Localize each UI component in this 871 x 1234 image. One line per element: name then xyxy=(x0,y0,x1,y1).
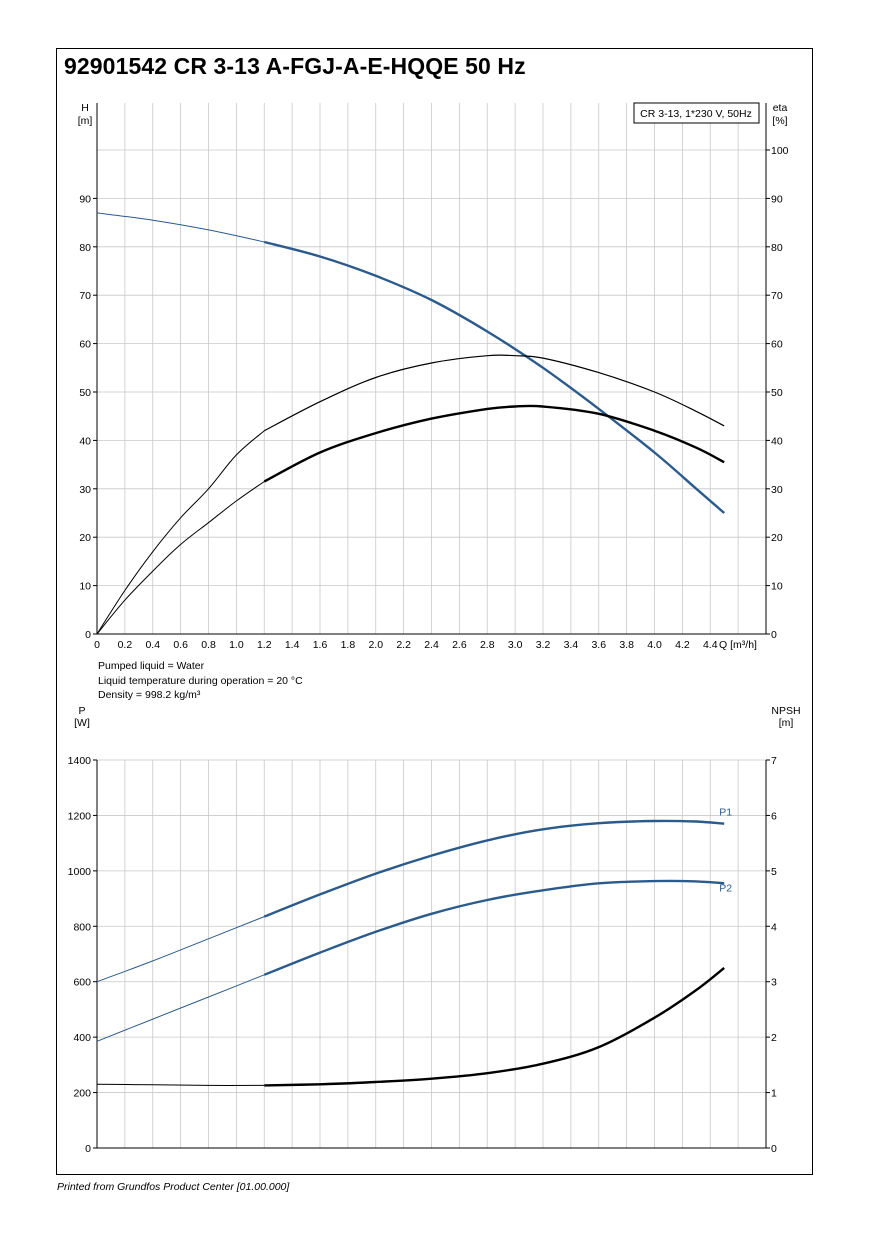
y-right-axis-title: eta xyxy=(773,102,788,114)
y-left-axis-title: P xyxy=(78,705,85,717)
x-tick-label: 1.6 xyxy=(313,639,328,651)
y-right-tick-label: 70 xyxy=(771,290,783,302)
y-right-axis-unit: [%] xyxy=(772,115,787,127)
y-right-tick-label: 50 xyxy=(771,387,783,399)
legend-text: CR 3-13, 1*230 V, 50Hz xyxy=(640,108,752,120)
x-tick-label: 3.0 xyxy=(508,639,523,651)
x-tick-label: 4.0 xyxy=(647,639,662,651)
y-right-tick-label: 0 xyxy=(771,1143,777,1155)
y-right-axis-title: NPSH xyxy=(771,705,800,717)
y-left-tick-label: 1000 xyxy=(68,866,92,878)
x-tick-label: 3.6 xyxy=(591,639,606,651)
x-tick-label: 1.8 xyxy=(341,639,356,651)
y-left-tick-label: 800 xyxy=(73,921,91,933)
y-right-tick-label: 3 xyxy=(771,977,777,989)
x-tick-label: 3.8 xyxy=(619,639,634,651)
y-right-tick-label: 40 xyxy=(771,435,783,447)
curve-1-curve-bold xyxy=(264,354,725,432)
h-curve-bold xyxy=(263,240,725,514)
x-tick-label: 2.6 xyxy=(452,639,467,651)
x-tick-label: 0.8 xyxy=(201,639,216,651)
y-left-tick-label: 90 xyxy=(79,193,91,205)
y-left-tick-label: 80 xyxy=(79,242,91,254)
power-npsh-chart: 0 200 400 600 800 1000 1200 1400 0 1 2 3 4 5 6 7 P[W] NPS… xyxy=(68,705,801,1155)
x-tick-label: 3.4 xyxy=(564,639,579,651)
x-tick-label: 4.4 xyxy=(703,639,718,651)
x-tick-label: 0 xyxy=(94,639,100,651)
x-tick-label: 2.8 xyxy=(480,639,495,651)
x-tick-label: 0.6 xyxy=(173,639,188,651)
legend-box xyxy=(633,102,760,124)
y-right-tick-label: 5 xyxy=(771,866,777,878)
liquid-info-line: Pumped liquid = Water xyxy=(98,660,205,672)
y-left-tick-label: 50 xyxy=(79,387,91,399)
y-left-tick-label: 70 xyxy=(79,290,91,302)
page-title: 92901542 CR 3-13 A-FGJ-A-E-HQQE 50 Hz xyxy=(64,53,526,79)
y-right-tick-label: 1 xyxy=(771,1088,777,1100)
curve-2-curve-bold xyxy=(264,966,725,1087)
series-label-p2: P2 xyxy=(719,882,732,894)
x-tick-label: 0.2 xyxy=(118,639,133,651)
y-right-tick-label: 20 xyxy=(771,532,783,544)
y-right-tick-label: 6 xyxy=(771,810,777,822)
x-tick-label: 3.2 xyxy=(536,639,551,651)
x-tick-label: 1.4 xyxy=(285,639,300,651)
y-right-tick-label: 0 xyxy=(771,629,777,641)
p2-curve-bold xyxy=(263,879,725,976)
y-left-tick-label: 400 xyxy=(73,1032,91,1044)
y-left-tick-label: 200 xyxy=(73,1088,91,1100)
y-left-tick-label: 600 xyxy=(73,977,91,989)
y-left-axis-unit: [m] xyxy=(78,115,93,127)
x-tick-label: 4.2 xyxy=(675,639,690,651)
y-left-axis-title: H xyxy=(81,102,89,114)
y-left-tick-label: 0 xyxy=(85,1143,91,1155)
y-right-tick-label: 4 xyxy=(771,921,777,933)
y-right-tick-label: 10 xyxy=(771,581,783,593)
x-tick-label: 1.0 xyxy=(229,639,244,651)
p2-curve-thin xyxy=(96,974,265,1042)
h-curve-thin xyxy=(96,212,265,243)
y-right-tick-label: 30 xyxy=(771,484,783,496)
y-right-tick-label: 60 xyxy=(771,339,783,351)
temperature-info-line: Liquid temperature during operation = 20… xyxy=(98,675,303,687)
y-right-tick-label: 7 xyxy=(771,755,777,767)
x-tick-label: 2.2 xyxy=(396,639,411,651)
y-right-tick-label: 2 xyxy=(771,1032,777,1044)
curve-2-curve-bold xyxy=(263,404,725,483)
x-tick-label: 2.0 xyxy=(368,639,383,651)
y-right-tick-label: 90 xyxy=(771,193,783,205)
x-tick-label: 2.4 xyxy=(424,639,439,651)
y-right-tick-label: 80 xyxy=(771,242,783,254)
y-left-tick-label: 40 xyxy=(79,435,91,447)
series-label-p1: P1 xyxy=(719,807,732,819)
x-tick-label: 1.2 xyxy=(257,639,272,651)
y-left-tick-label: 10 xyxy=(79,581,91,593)
y-left-tick-label: 20 xyxy=(79,532,91,544)
page-frame xyxy=(56,48,813,1175)
x-axis-title: Q [m³/h] xyxy=(719,639,757,651)
curve-2-curve-thin xyxy=(96,481,265,635)
y-left-tick-label: 1200 xyxy=(68,810,92,822)
footer-text: Printed from Grundfos Product Center [01… xyxy=(57,1181,290,1193)
p1-curve-thin xyxy=(96,916,265,983)
curve-2-curve-thin xyxy=(96,1083,265,1086)
y-left-tick-label: 1400 xyxy=(68,755,92,767)
curve-1-curve-thin xyxy=(96,430,265,635)
y-left-axis-unit: [W] xyxy=(74,717,90,729)
x-tick-label: 0.4 xyxy=(145,639,160,651)
y-left-tick-label: 30 xyxy=(79,484,91,496)
head-efficiency-chart: 0 10 20 30 40 50 60 70 80 90 0 10 20 30 40 50 60 70 80 90 10… xyxy=(78,102,789,651)
density-info-line: Density = 998.2 kg/m³ xyxy=(98,689,201,701)
y-left-tick-label: 0 xyxy=(85,629,91,641)
y-right-tick-label: 100 xyxy=(771,145,789,157)
p1-curve-bold xyxy=(263,819,725,918)
y-right-axis-unit: [m] xyxy=(779,717,794,729)
y-left-tick-label: 60 xyxy=(79,339,91,351)
